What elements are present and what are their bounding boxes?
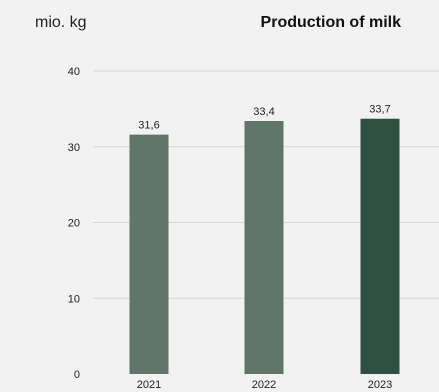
y-axis-ticks: 0 10 20 30 40 [68, 66, 80, 381]
bar-2022 [244, 120, 284, 375]
x-tick-label: 2022 [252, 379, 276, 391]
y-tick-label: 40 [68, 66, 80, 78]
y-tick-label: 10 [68, 293, 80, 305]
x-axis-ticks: 2021 2022 2023 [137, 379, 392, 391]
y-tick-label: 20 [68, 218, 80, 230]
chart-title: Production of milk [261, 14, 402, 31]
bars [129, 118, 400, 375]
x-tick-label: 2021 [137, 379, 161, 391]
y-tick-label: 30 [68, 142, 80, 154]
bar-value-labels: 31,6 33,4 33,7 [138, 104, 390, 132]
bar-2021 [129, 134, 169, 374]
unit-label: mio. kg [35, 14, 87, 31]
bar-value-label: 33,4 [253, 106, 274, 118]
x-tick-label: 2023 [368, 379, 392, 391]
bar-2023 [360, 118, 400, 374]
bar-value-label: 33,7 [369, 104, 390, 116]
y-tick-label: 0 [74, 369, 80, 381]
bar-value-label: 31,6 [138, 120, 159, 132]
